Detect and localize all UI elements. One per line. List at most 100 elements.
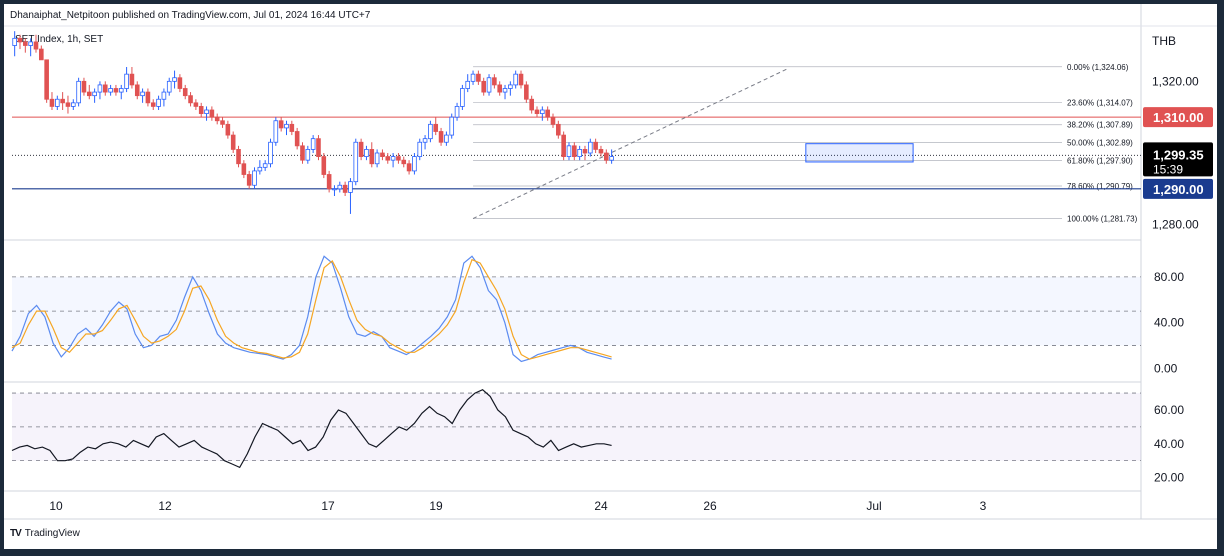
time-tick-label: 24 [594, 499, 608, 513]
candle-down [182, 88, 188, 97]
chart-canvas[interactable]: 1,320.00 1,280.00 0.00% (1,324.06) 23.60% (… [4, 4, 1217, 549]
time-tick-label: 10 [49, 499, 63, 513]
chart-frame: Dhanaiphat_Netpitoon published on Tradin… [4, 4, 1217, 549]
candle-down [316, 138, 321, 157]
last-price-tag [1143, 142, 1213, 177]
candle-down [481, 80, 487, 93]
tradingview-logo-icon: TV [10, 528, 22, 539]
candle-up [540, 109, 545, 114]
resistance-price-label: 1,310.00 [1153, 110, 1204, 125]
rsi-tick-label: 60.00 [1154, 403, 1184, 417]
candle-up [502, 88, 508, 93]
candle-down [39, 48, 44, 61]
candle-down [289, 123, 295, 132]
candle-down [321, 156, 327, 175]
fib-level-label: 23.60% (1,314.07) [1067, 99, 1133, 108]
price-tick-label: 1,320.00 [1152, 74, 1199, 88]
candle-up [273, 120, 279, 143]
candle-up [417, 141, 423, 157]
candle-down [534, 109, 540, 114]
candle-down [593, 141, 598, 150]
candle-down [236, 149, 241, 165]
candle-down [220, 120, 225, 125]
candle-down [150, 102, 156, 107]
stoch-rsi-line-d [11, 258, 612, 360]
time-tick-label: 17 [321, 499, 335, 513]
candle-up [428, 123, 433, 140]
candle-up [108, 88, 113, 93]
candle-up [55, 98, 60, 107]
time-tick-label: Jul [866, 499, 881, 513]
candle-down [102, 84, 108, 93]
candle-down [193, 102, 199, 107]
candle-up [566, 145, 572, 157]
candle-down [369, 149, 375, 165]
candle-down [81, 80, 87, 93]
publisher-line: Dhanaiphat_Netpitoon published on Tradin… [10, 10, 371, 21]
candle-up [70, 102, 76, 107]
candle-down [598, 149, 604, 154]
candle-up [508, 84, 513, 89]
footer[interactable]: TV TradingView [10, 528, 80, 539]
candle-down [342, 184, 348, 193]
support-price-label: 1,290.00 [1153, 182, 1204, 197]
candle-up [92, 91, 97, 97]
candle-down [145, 91, 151, 104]
rsi-tick-label: 20.00 [1154, 471, 1184, 485]
candle-down [556, 123, 561, 136]
candle-down [17, 37, 23, 43]
candle-up [172, 77, 177, 82]
candle-up [470, 73, 476, 82]
candle-up [422, 138, 428, 143]
candle-down [550, 116, 556, 125]
candle-down [358, 141, 364, 157]
candle-down [582, 149, 588, 154]
price-tick-label: 1,280.00 [1152, 218, 1199, 232]
candle-down [49, 98, 55, 107]
stoch-rsi-tick-label: 80.00 [1154, 270, 1184, 284]
candle-down [561, 134, 566, 157]
candle-up [310, 138, 316, 150]
candle-up [161, 91, 167, 100]
candle-up [156, 98, 161, 107]
candle-down [401, 159, 407, 165]
candle-up [337, 184, 343, 190]
candle-up [449, 116, 455, 136]
time-tick-label: 26 [703, 499, 717, 513]
candle-down [572, 145, 577, 157]
candle-up [374, 152, 380, 165]
countdown-label: 15:39 [1153, 162, 1183, 176]
candle-up [140, 91, 145, 97]
candle-up [348, 181, 353, 193]
consolidation-box [805, 143, 914, 163]
candle-up [444, 134, 449, 143]
fib-level-label: 50.00% (1,302.89) [1067, 139, 1133, 148]
candle-up [412, 156, 417, 172]
candle-down [225, 123, 231, 136]
candle-down [177, 77, 183, 89]
rsi-band [12, 393, 1141, 461]
candle-up [465, 80, 471, 89]
candle-down [406, 163, 412, 172]
fib-level-label: 100.00% (1,281.73) [1067, 214, 1138, 223]
candle-up [513, 73, 518, 86]
stoch-rsi-tick-label: 0.00 [1154, 361, 1178, 375]
candle-up [454, 106, 460, 118]
candle-up [97, 84, 103, 93]
candle-down [524, 84, 529, 100]
fib-level-label: 0.00% (1,324.06) [1067, 63, 1129, 72]
rsi-line-rsi [11, 388, 612, 469]
candle-up [268, 141, 273, 165]
candle-down [65, 102, 71, 107]
candle-down [497, 84, 502, 93]
footer-brand: TradingView [24, 528, 80, 539]
candle-down [241, 163, 247, 175]
candle-up [284, 123, 289, 129]
candle-down [385, 156, 391, 161]
currency-label[interactable]: THB [1152, 34, 1176, 48]
candle-up [252, 170, 257, 186]
time-tick-label: 12 [158, 499, 172, 513]
stoch-rsi-line-k [11, 255, 612, 363]
symbol-legend[interactable]: SET Index, 1h, SET [15, 34, 104, 45]
support-price-tag [1143, 178, 1213, 199]
